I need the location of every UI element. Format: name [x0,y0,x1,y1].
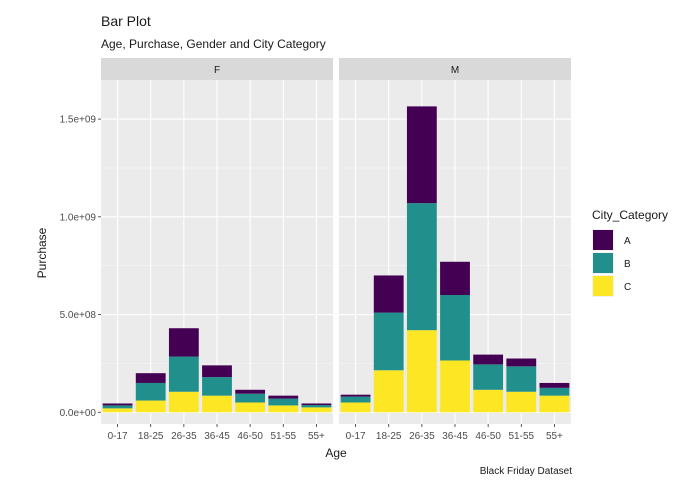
bar-f-18-25-b [135,382,166,401]
x-tick-label: 55+ [546,431,563,442]
bar-f-51-55-b [268,398,299,406]
bar-m-0-17-c [340,402,371,413]
x-tick-label: 51-55 [508,431,534,442]
x-tick-label: 26-35 [409,431,435,442]
bar-m-18-25-c [373,370,404,413]
bar-m-55+-c [539,395,570,413]
bar-m-51-55-b [506,366,537,392]
bar-f-55+-c [301,407,332,413]
panel-f: F 0-17 18-25 26-35 36-45 46-50 51-55 55+ [101,58,333,442]
legend-key [593,253,613,273]
facet-label: M [451,65,459,76]
bar-m-55+-b [539,387,570,396]
legend-label: B [624,259,631,270]
bar-m-55+-a [539,382,570,388]
x-tick-label: 18-25 [376,431,402,442]
legend-item-c: C [592,275,631,297]
legend: City_Category A B C [592,208,668,297]
y-tick-label: 0.0e+00 [60,408,97,419]
bar-m-36-45-b [440,295,470,361]
legend-title: City_Category [592,208,668,222]
bar-f-26-35-a [168,328,199,357]
x-tick-label: 46-50 [237,431,263,442]
bar-f-36-45-c [202,395,232,413]
facet-strip [101,58,333,80]
bar-f-55+-b [301,405,332,408]
bar-f-26-35-c [168,391,199,413]
bar-m-18-25-b [373,312,404,371]
y-axis: 0.0e+00 5.0e+08 1.0e+09 1.5e+09 [60,115,101,419]
x-tick-label: 55+ [308,431,325,442]
x-tick-label: 26-35 [171,431,197,442]
panel-m: M 0-17 18-25 26-35 36-45 46-50 51-55 55+ [339,58,571,442]
x-tick-label: 0-17 [108,431,128,442]
bar-m-46-50-c [473,389,504,413]
bar-m-0-17-b [340,396,371,403]
bar-m-36-45-c [440,360,470,413]
bar-m-0-17-a [340,394,371,397]
bar-f-51-55-a [268,395,299,399]
legend-item-a: A [592,229,631,251]
bar-m-26-35-c [406,330,437,413]
legend-key [593,276,613,296]
bar-f-26-35-b [168,356,199,392]
bar-m-46-50-a [473,354,504,365]
bar-f-55+-a [301,403,332,406]
bar-m-51-55-a [506,358,537,367]
legend-key [593,230,613,250]
chart-title: Bar Plot [101,13,151,29]
legend-item-b: B [592,252,631,274]
plot-area: F 0-17 18-25 26-35 36-45 46-50 51-55 55+ M 0-17 18… [60,58,571,442]
bar-f-46-50-a [235,389,266,394]
chart-caption: Black Friday Dataset [480,466,572,477]
chart-subtitle: Age, Purchase, Gender and City Category [101,37,326,51]
facet-strip [339,58,571,80]
legend-label: C [624,282,631,293]
x-tick-label: 46-50 [475,431,501,442]
y-tick-label: 5.0e+08 [60,310,97,321]
bar-f-0-17-c [102,408,133,413]
bar-f-0-17-a [102,403,133,406]
x-tick-label: 0-17 [346,431,366,442]
bar-f-51-55-c [268,405,299,413]
bar-f-18-25-c [135,400,166,413]
x-tick-label: 51-55 [270,431,296,442]
legend-label: A [624,236,631,247]
bar-f-36-45-a [202,365,232,378]
facet-label: F [214,65,220,76]
bar-m-46-50-b [473,364,504,390]
x-tick-label: 36-45 [204,431,230,442]
bar-f-0-17-b [102,405,133,409]
bar-f-46-50-b [235,393,266,403]
bar-f-46-50-c [235,402,266,413]
bar-m-26-35-a [406,106,437,204]
bar-f-18-25-a [135,373,166,383]
y-tick-label: 1.0e+09 [60,212,97,223]
y-axis-label: Purchase [35,227,49,278]
bar-m-26-35-b [406,203,437,331]
bar-m-51-55-c [506,391,537,413]
x-axis-label: Age [325,446,347,460]
bar-f-36-45-b [202,377,232,396]
x-tick-label: 36-45 [442,431,468,442]
y-tick-label: 1.5e+09 [60,115,97,126]
bar-m-36-45-a [440,261,470,295]
x-tick-label: 18-25 [138,431,164,442]
bar-m-18-25-a [373,275,404,313]
